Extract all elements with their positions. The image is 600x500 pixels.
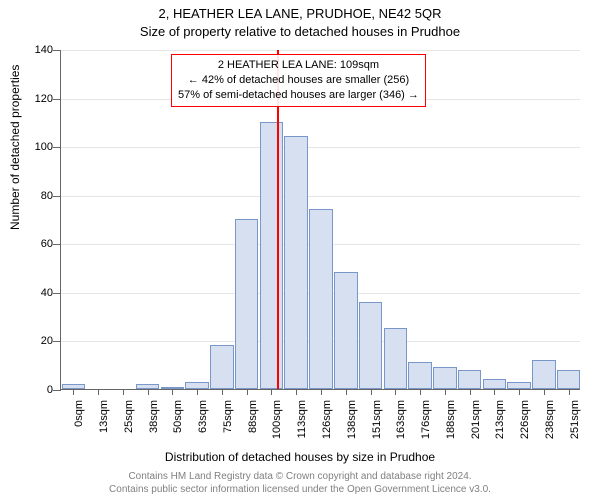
x-tick-label: 100sqm: [271, 400, 283, 450]
x-tick-label: 176sqm: [420, 400, 432, 450]
y-tick-label: 140: [21, 44, 53, 56]
plot-area: 0204060801001201400sqm13sqm25sqm38sqm50s…: [60, 50, 580, 390]
x-tick-label: 138sqm: [346, 400, 358, 450]
x-tick: [197, 389, 198, 395]
footer-text: Contains HM Land Registry data © Crown c…: [0, 470, 600, 496]
histogram-bar: [532, 360, 556, 389]
y-tick-label: 120: [21, 93, 53, 105]
x-tick: [148, 389, 149, 395]
x-tick-label: 201sqm: [470, 400, 482, 450]
x-tick: [395, 389, 396, 395]
histogram-bar: [284, 136, 308, 389]
x-tick: [420, 389, 421, 395]
y-tick-label: 100: [21, 141, 53, 153]
histogram-bar: [557, 370, 581, 389]
y-tick: [53, 147, 61, 148]
gridline: [61, 147, 580, 148]
histogram-bar: [235, 219, 259, 389]
x-tick-label: 126sqm: [321, 400, 333, 450]
x-tick-label: 213sqm: [494, 400, 506, 450]
x-tick: [346, 389, 347, 395]
gridline: [61, 50, 580, 51]
x-tick: [494, 389, 495, 395]
histogram-bar: [507, 382, 531, 389]
annotation-line-2: ← 42% of detached houses are smaller (25…: [178, 73, 419, 88]
x-tick: [296, 389, 297, 395]
x-tick: [222, 389, 223, 395]
x-tick-label: 38sqm: [148, 400, 160, 450]
y-tick: [53, 341, 61, 342]
x-tick: [73, 389, 74, 395]
gridline: [61, 196, 580, 197]
y-tick-label: 40: [21, 287, 53, 299]
y-tick: [53, 196, 61, 197]
x-tick: [98, 389, 99, 395]
annotation-box: 2 HEATHER LEA LANE: 109sqm ← 42% of deta…: [171, 54, 426, 107]
chart-title: 2, HEATHER LEA LANE, PRUDHOE, NE42 5QR: [0, 6, 600, 21]
y-tick: [53, 390, 61, 391]
x-tick-label: 151sqm: [371, 400, 383, 450]
histogram-bar: [260, 122, 284, 389]
x-tick-label: 238sqm: [544, 400, 556, 450]
chart-subtitle: Size of property relative to detached ho…: [0, 24, 600, 39]
y-axis-label: Number of detached properties: [8, 65, 22, 230]
y-tick: [53, 99, 61, 100]
histogram-bar: [458, 370, 482, 389]
y-tick: [53, 293, 61, 294]
x-tick: [321, 389, 322, 395]
x-tick-label: 251sqm: [569, 400, 581, 450]
x-tick-label: 63sqm: [197, 400, 209, 450]
histogram-bar: [309, 209, 333, 389]
x-tick-label: 163sqm: [395, 400, 407, 450]
x-tick: [445, 389, 446, 395]
histogram-bar: [483, 379, 507, 389]
y-tick-label: 80: [21, 190, 53, 202]
x-tick-label: 226sqm: [519, 400, 531, 450]
x-tick: [247, 389, 248, 395]
x-tick-label: 188sqm: [445, 400, 457, 450]
histogram-bar: [433, 367, 457, 389]
x-tick: [519, 389, 520, 395]
footer-line-1: Contains HM Land Registry data © Crown c…: [0, 470, 600, 483]
x-tick-label: 0sqm: [73, 400, 85, 450]
x-axis-label: Distribution of detached houses by size …: [0, 450, 600, 464]
histogram-bar: [334, 272, 358, 389]
x-tick-label: 50sqm: [172, 400, 184, 450]
y-tick-label: 0: [21, 384, 53, 396]
x-tick: [371, 389, 372, 395]
x-tick: [123, 389, 124, 395]
y-tick: [53, 244, 61, 245]
y-tick-label: 60: [21, 238, 53, 250]
x-tick-label: 113sqm: [296, 400, 308, 450]
histogram-bar: [408, 362, 432, 389]
histogram-bar: [384, 328, 408, 389]
y-tick-label: 20: [21, 335, 53, 347]
x-tick-label: 13sqm: [98, 400, 110, 450]
x-tick: [470, 389, 471, 395]
histogram-bar: [185, 382, 209, 389]
annotation-line-3: 57% of semi-detached houses are larger (…: [178, 88, 419, 103]
histogram-bar: [210, 345, 234, 389]
y-tick: [53, 50, 61, 51]
histogram-bar: [359, 302, 383, 389]
x-tick-label: 88sqm: [247, 400, 259, 450]
x-tick-label: 75sqm: [222, 400, 234, 450]
chart-container: 2, HEATHER LEA LANE, PRUDHOE, NE42 5QR S…: [0, 0, 600, 500]
annotation-line-1: 2 HEATHER LEA LANE: 109sqm: [178, 58, 419, 73]
x-tick-label: 25sqm: [123, 400, 135, 450]
x-tick: [569, 389, 570, 395]
x-tick: [271, 389, 272, 395]
x-tick: [544, 389, 545, 395]
x-tick: [172, 389, 173, 395]
footer-line-2: Contains public sector information licen…: [0, 483, 600, 496]
